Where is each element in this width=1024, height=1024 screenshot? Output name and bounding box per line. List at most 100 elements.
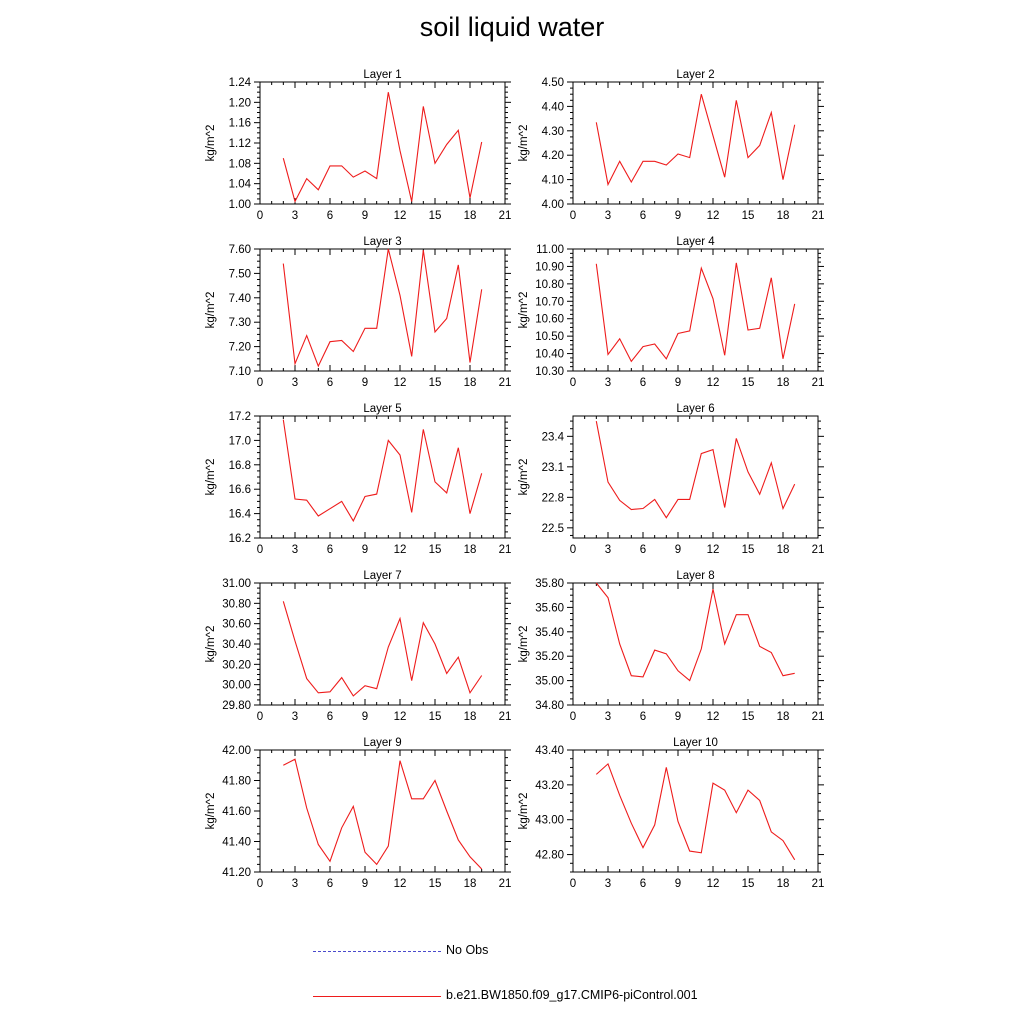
y-tick-label: 43.00 <box>535 815 564 827</box>
x-tick-label: 12 <box>394 878 407 890</box>
x-tick-label: 21 <box>499 878 512 890</box>
x-tick-label: 21 <box>499 711 512 723</box>
x-tick-label: 6 <box>327 878 333 890</box>
y-tick-label: 35.80 <box>535 578 564 590</box>
y-tick-label: 31.00 <box>222 578 251 590</box>
y-axis-label: kg/m^2 <box>518 459 530 496</box>
x-tick-label: 12 <box>394 377 407 389</box>
legend-swatch-no-obs <box>313 951 441 952</box>
figure-title: soil liquid water <box>419 12 605 42</box>
y-tick-label: 4.30 <box>542 126 564 138</box>
x-tick-label: 9 <box>675 377 681 389</box>
x-tick-label: 21 <box>499 544 512 556</box>
x-tick-label: 21 <box>499 210 512 222</box>
y-tick-label: 7.60 <box>229 244 251 256</box>
y-tick-label: 35.40 <box>535 627 564 639</box>
y-tick-label: 30.20 <box>222 659 251 671</box>
y-tick-label: 1.16 <box>229 118 251 130</box>
x-tick-label: 3 <box>292 544 298 556</box>
x-tick-label: 9 <box>675 878 681 890</box>
panel-title: Layer 8 <box>676 570 714 582</box>
series-line <box>595 582 795 682</box>
x-tick-label: 15 <box>429 377 442 389</box>
x-tick-label: 15 <box>429 878 442 890</box>
panel-frame <box>572 415 819 539</box>
x-tick-label: 6 <box>327 711 333 723</box>
panel-title: Layer 5 <box>363 403 401 415</box>
y-tick-label: 41.60 <box>222 806 251 818</box>
y-axis-label: kg/m^2 <box>518 626 530 663</box>
x-tick-label: 0 <box>570 711 576 723</box>
y-tick-label: 11.00 <box>536 244 564 256</box>
y-tick-label: 1.24 <box>229 77 252 89</box>
y-tick-label: 7.40 <box>229 293 251 305</box>
panel-title: Layer 3 <box>363 236 401 248</box>
panel-title: Layer 1 <box>363 69 401 81</box>
x-tick-label: 15 <box>742 544 755 556</box>
y-tick-label: 22.8 <box>542 492 564 504</box>
x-tick-label: 15 <box>429 210 442 222</box>
x-tick-label: 3 <box>605 210 611 222</box>
y-tick-label: 4.50 <box>542 77 564 89</box>
y-tick-label: 34.80 <box>535 700 564 712</box>
y-tick-label: 7.10 <box>229 366 251 378</box>
x-tick-label: 0 <box>570 210 576 222</box>
y-tick-label: 42.00 <box>222 745 251 757</box>
series-line <box>595 762 796 861</box>
x-tick-label: 9 <box>362 377 368 389</box>
y-tick-label: 10.80 <box>535 279 564 291</box>
panel-title: Layer 10 <box>673 737 718 749</box>
y-tick-label: 17.0 <box>229 435 251 447</box>
x-tick-label: 18 <box>777 711 790 723</box>
x-tick-label: 21 <box>812 544 825 556</box>
x-tick-label: 12 <box>394 210 407 222</box>
series-line <box>282 248 483 368</box>
x-tick-label: 6 <box>640 878 646 890</box>
y-tick-label: 30.40 <box>222 639 251 651</box>
panel-frame <box>572 582 819 706</box>
y-tick-label: 30.00 <box>222 680 251 692</box>
x-tick-label: 6 <box>327 377 333 389</box>
chart-panels-figure: Layer 1 kg/m^2 0 3 6 9 12 15 18 21 1.00 1.04 1.08 1.1… <box>205 69 825 890</box>
y-tick-label: 7.20 <box>229 342 251 354</box>
y-tick-label: 10.60 <box>535 314 564 326</box>
y-tick-label: 1.04 <box>229 179 252 191</box>
x-tick-label: 18 <box>777 878 790 890</box>
series-line <box>282 419 483 523</box>
x-tick-label: 21 <box>812 711 825 723</box>
y-tick-label: 42.80 <box>535 850 564 862</box>
legend-label-model-run: b.e21.BW1850.f09_g17.CMIP6-piControl.001 <box>446 988 698 1002</box>
y-tick-label: 4.00 <box>542 199 564 211</box>
panel-title: Layer 2 <box>676 69 714 81</box>
y-tick-label: 4.40 <box>542 101 564 113</box>
panel-7: Layer 7 kg/m^2 0 3 6 9 12 15 18 21 29.80 30.00 30.20… <box>205 570 511 723</box>
panel-title: Layer 4 <box>676 236 715 248</box>
y-axis-label: kg/m^2 <box>205 292 217 329</box>
x-tick-label: 18 <box>464 544 477 556</box>
y-tick-label: 10.90 <box>535 261 564 273</box>
y-tick-label: 10.70 <box>535 296 564 308</box>
y-tick-label: 43.20 <box>535 780 564 792</box>
x-tick-label: 3 <box>605 544 611 556</box>
x-tick-label: 0 <box>570 544 576 556</box>
y-tick-label: 17.2 <box>229 411 251 423</box>
x-tick-label: 21 <box>499 377 512 389</box>
y-tick-label: 10.50 <box>535 331 564 343</box>
y-tick-label: 35.20 <box>535 651 564 663</box>
x-tick-label: 18 <box>777 544 790 556</box>
series-line <box>595 94 796 187</box>
y-axis-label: kg/m^2 <box>205 626 217 663</box>
y-axis-label: kg/m^2 <box>205 125 217 162</box>
x-tick-label: 0 <box>257 210 263 222</box>
x-tick-label: 12 <box>707 878 720 890</box>
series-line <box>283 758 483 870</box>
x-tick-label: 3 <box>292 377 298 389</box>
y-tick-label: 16.6 <box>229 484 251 496</box>
x-tick-label: 18 <box>464 210 477 222</box>
y-axis-label: kg/m^2 <box>518 793 530 830</box>
x-tick-label: 12 <box>707 210 720 222</box>
y-tick-label: 22.5 <box>542 523 564 535</box>
y-tick-label: 1.08 <box>229 158 251 170</box>
x-tick-label: 12 <box>394 544 407 556</box>
panel-3: Layer 3 kg/m^2 0 3 6 9 12 15 18 21 7.10 7.20 7.30 7.4… <box>205 236 511 389</box>
